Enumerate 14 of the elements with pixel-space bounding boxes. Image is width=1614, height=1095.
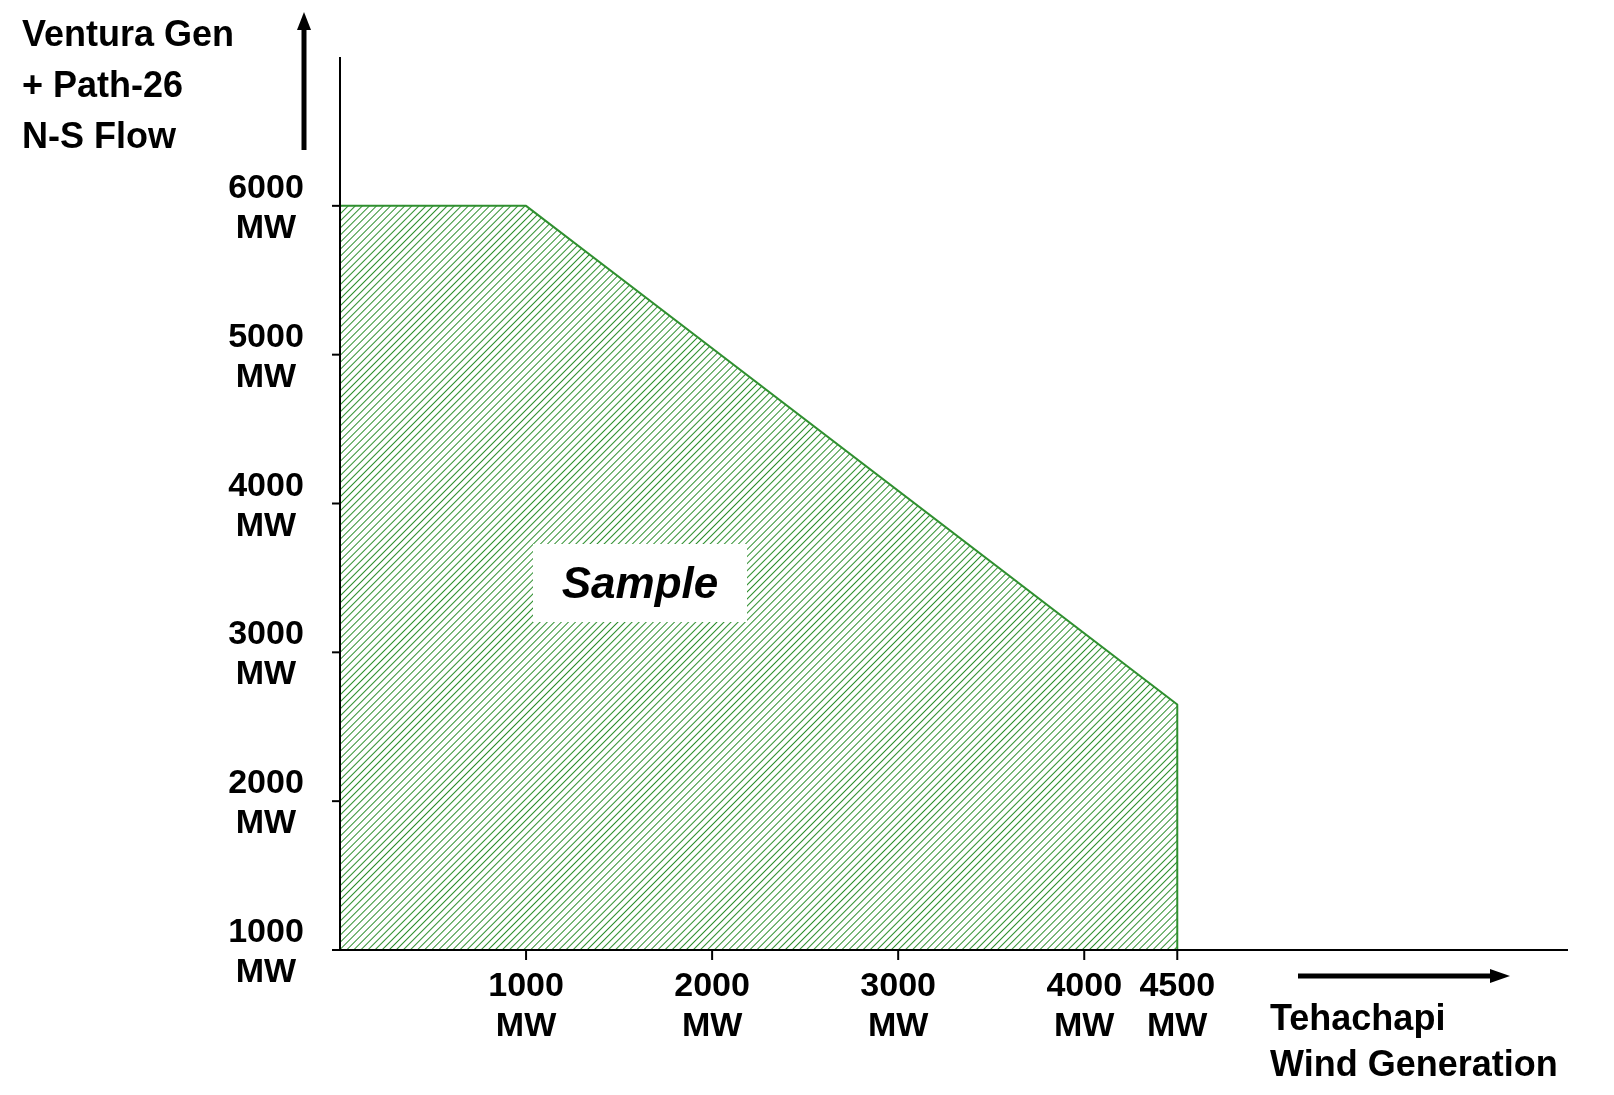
x-axis-title: Tehachapi Wind Generation bbox=[1270, 997, 1558, 1084]
x-tick-label: 4000 MW bbox=[1046, 965, 1123, 1043]
y-tick-label: 1000 MW bbox=[228, 911, 304, 989]
y-tick-label: 4000 MW bbox=[228, 464, 304, 543]
annotation: Sample bbox=[561, 558, 719, 607]
y-axis-title: Ventura Gen + Path-26 N-S Flow bbox=[22, 13, 235, 156]
y-tick-label: 3000 MW bbox=[228, 613, 304, 692]
y-tick-label: 2000 MW bbox=[228, 762, 304, 841]
x-tick-label: 4500 MW bbox=[1139, 965, 1216, 1043]
y-tick-label: 6000 MW bbox=[228, 166, 304, 245]
y-tick-label: 5000 MW bbox=[228, 315, 304, 394]
x-tick-label: 2000 MW bbox=[674, 965, 750, 1043]
x-tick-label: 3000 MW bbox=[860, 965, 936, 1043]
x-tick-label: 1000 MW bbox=[488, 965, 564, 1043]
